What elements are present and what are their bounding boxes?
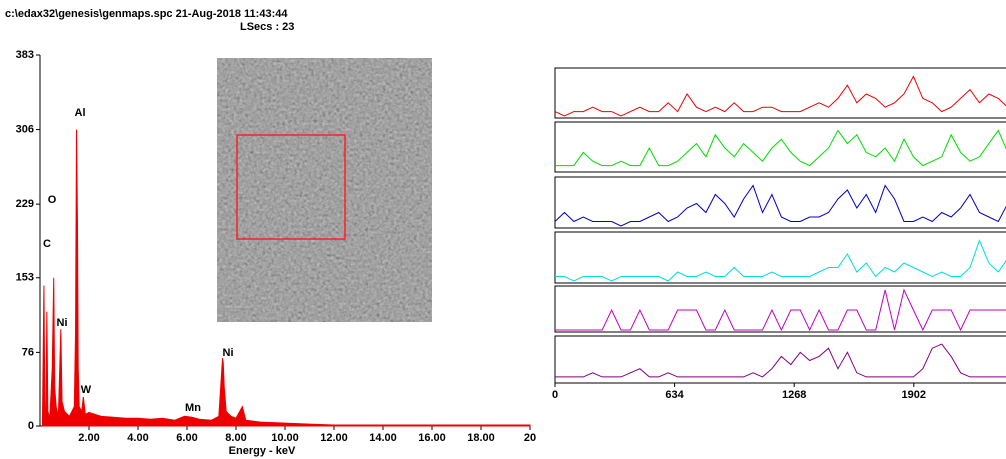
y-tick-label: 76 — [22, 346, 34, 358]
y-tick-label: 153 — [16, 272, 34, 284]
scan-panel — [554, 121, 1006, 173]
scan-panel — [554, 231, 1006, 284]
y-tick-label: 0 — [28, 420, 34, 432]
x-tick-label: 8.00 — [225, 432, 246, 444]
scan-line — [555, 239, 1006, 282]
y-tick-label: 306 — [16, 123, 34, 135]
x-tick-label: 634 — [665, 389, 684, 401]
y-tick-label: 229 — [16, 198, 34, 210]
peak-label: Ni — [57, 317, 68, 329]
scan-line — [554, 75, 1006, 117]
scan-line — [555, 288, 1006, 332]
peak-label: Ni — [223, 347, 234, 359]
selection-box — [236, 134, 346, 240]
peak-label: W — [81, 384, 92, 396]
x-tick-label: 18.00 — [467, 432, 495, 444]
x-axis-label: Energy - keV — [229, 445, 296, 457]
x-tick-label: 6.00 — [176, 432, 197, 444]
y-tick-label: 383 — [16, 49, 34, 61]
scan-panel — [554, 335, 1006, 384]
scan-panel — [554, 285, 1006, 333]
x-tick-label: 2.00 — [78, 432, 99, 444]
chart-subtitle: LSecs : 23 — [240, 21, 294, 33]
x-tick-label: 1268 — [782, 389, 806, 401]
peak-label: Mn — [185, 402, 201, 414]
peak-label: C — [43, 238, 51, 250]
x-tick-label: 12.00 — [320, 432, 348, 444]
sem-texture — [217, 58, 432, 322]
chart-title: c:\edax32\genesis\genmaps.spc 21-Aug-201… — [5, 8, 288, 20]
x-tick-label: 20 — [524, 432, 536, 444]
x-tick-label: 14.00 — [369, 432, 397, 444]
peak-label: Al — [75, 107, 86, 119]
scan-panel — [554, 67, 1006, 119]
x-tick-label: 16.00 — [418, 432, 446, 444]
scan-line — [554, 184, 1006, 227]
x-tick-label: 10.00 — [271, 432, 299, 444]
peak-label: O — [48, 194, 57, 206]
x-tick-label: 4.00 — [127, 432, 148, 444]
x-tick-label: 0 — [552, 389, 558, 401]
scan-line — [555, 129, 1006, 167]
x-tick-label: 1902 — [902, 389, 926, 401]
spectrum-area — [41, 129, 531, 427]
scan-panel — [554, 176, 1006, 229]
scan-line — [555, 343, 1006, 378]
